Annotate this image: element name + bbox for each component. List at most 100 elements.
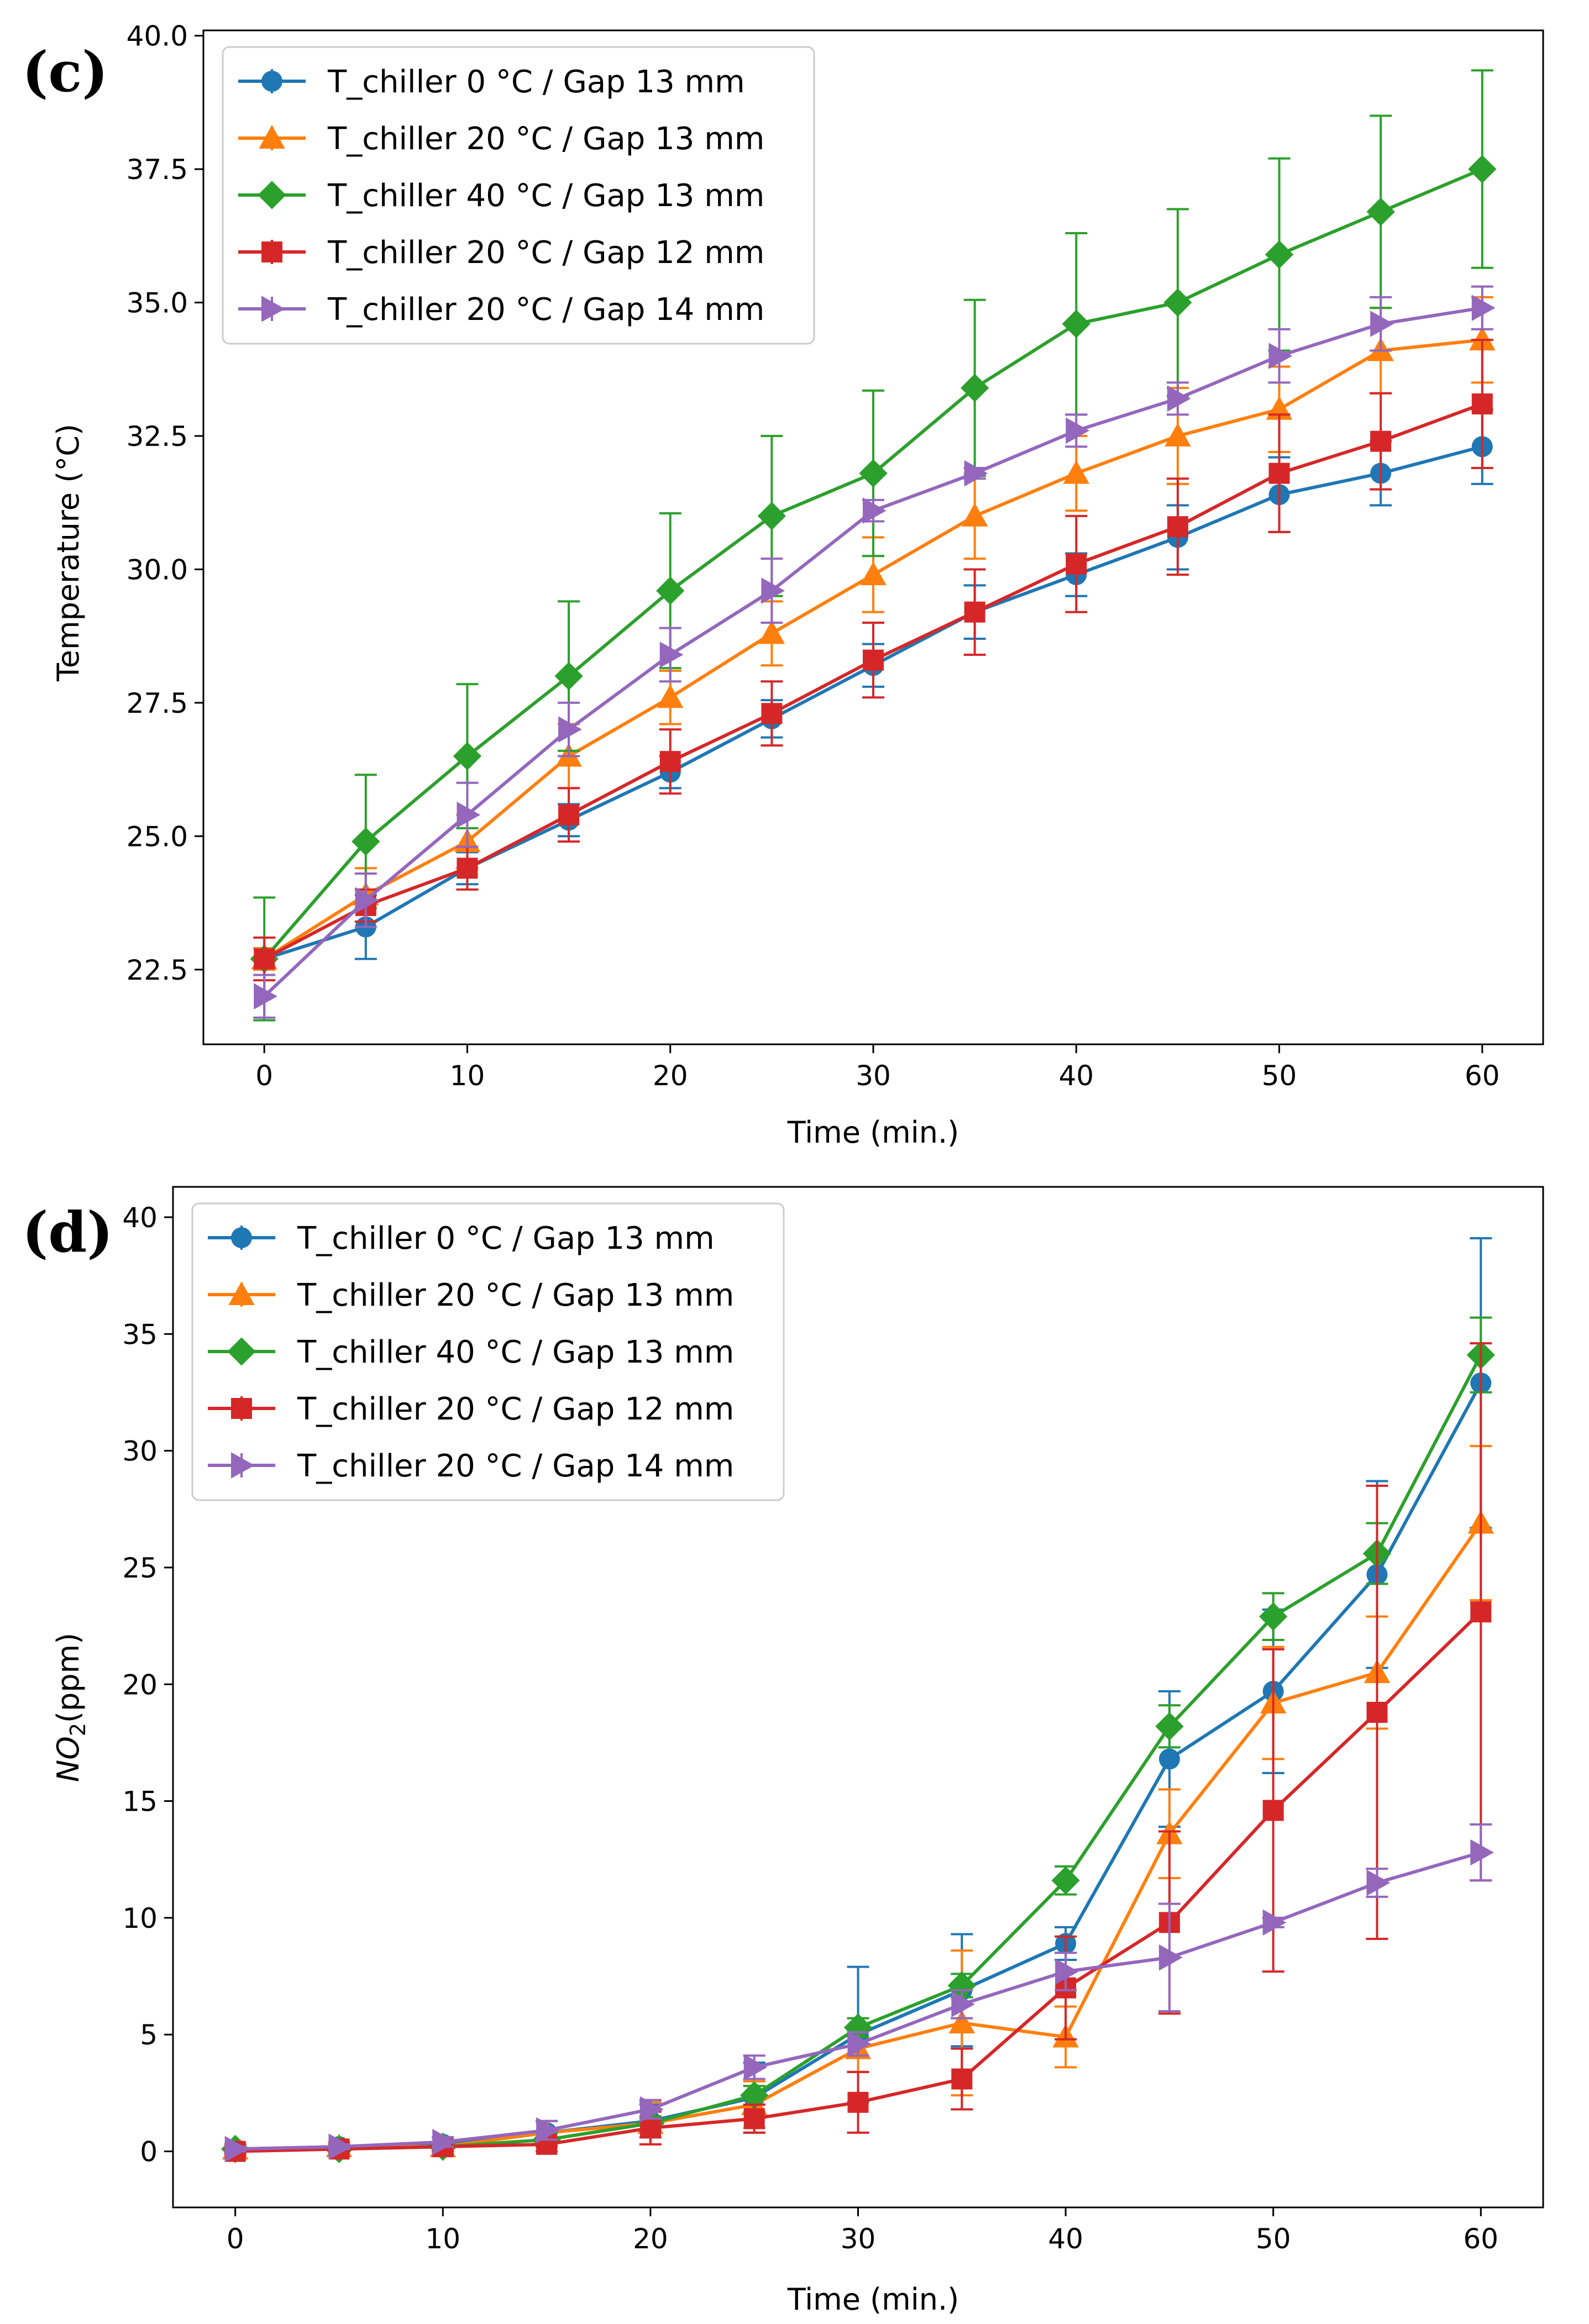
- data-point: [457, 801, 481, 828]
- legend-label: T_chiller 0 °C / Gap 13 mm: [297, 1221, 715, 1256]
- data-point: [757, 502, 786, 530]
- legend-label: T_chiller 20 °C / Gap 12 mm: [327, 235, 764, 271]
- data-point: [1265, 240, 1294, 269]
- legend-label: T_chiller 20 °C / Gap 13 mm: [327, 121, 764, 157]
- data-point: [1051, 1866, 1080, 1895]
- y-tick-label: 10: [122, 1902, 158, 1934]
- legend-label: T_chiller 20 °C / Gap 14 mm: [297, 1448, 734, 1484]
- axes-frame: [202, 29, 1544, 1045]
- data-point: [554, 661, 583, 691]
- data-point: [1469, 327, 1496, 351]
- data-point: [1268, 462, 1290, 484]
- no2-ylabel-unit: (ppm): [51, 1633, 86, 1723]
- legend-entry: T_chiller 20 °C / Gap 14 mm: [238, 292, 764, 328]
- legend-label: T_chiller 0 °C / Gap 13 mm: [327, 64, 745, 100]
- no2-ylabel-main: NO: [51, 1736, 86, 1782]
- data-point: [352, 827, 380, 856]
- legend-marker: [231, 1398, 252, 1419]
- x-tick-label: 20: [653, 1060, 688, 1092]
- data-point: [859, 459, 888, 488]
- data-point: [639, 2117, 661, 2139]
- data-point: [1468, 155, 1497, 183]
- legend-marker: [261, 296, 285, 322]
- data-point: [863, 649, 884, 671]
- data-point: [1471, 295, 1496, 321]
- y-tick-label: 35.0: [127, 287, 188, 319]
- data-point: [457, 858, 478, 879]
- data-point: [847, 2091, 869, 2113]
- legend-label: T_chiller 20 °C / Gap 14 mm: [327, 292, 764, 328]
- data-point: [355, 887, 379, 913]
- legend-entry: T_chiller 40 °C / Gap 13 mm: [238, 178, 764, 214]
- data-point: [558, 716, 582, 743]
- y-tick-label: 30.0: [127, 554, 188, 586]
- x-tick-label: 0: [227, 2223, 244, 2255]
- data-point: [743, 2054, 768, 2081]
- legend-entry: T_chiller 40 °C / Gap 13 mm: [208, 1334, 734, 1370]
- y-tick-label: 22.5: [127, 954, 188, 986]
- data-point: [1163, 288, 1192, 317]
- data-point: [1366, 197, 1395, 227]
- legend-entry: T_chiller 20 °C / Gap 12 mm: [208, 1391, 734, 1427]
- data-point: [1370, 311, 1394, 337]
- data-point: [1370, 430, 1392, 452]
- legend-marker: [227, 1337, 256, 1366]
- y-tick-label: 37.5: [127, 154, 188, 186]
- y-tick-label: 32.5: [127, 420, 188, 453]
- data-point: [1259, 1602, 1288, 1631]
- data-point: [659, 642, 684, 668]
- panel-label-d: (d): [22, 1200, 113, 1265]
- data-point: [656, 576, 685, 605]
- x-tick-label: 50: [1256, 2223, 1291, 2255]
- data-point: [1165, 423, 1191, 446]
- legend-marker: [261, 241, 282, 262]
- series-4: [253, 339, 1493, 982]
- data-point: [1471, 393, 1493, 415]
- axes-frame: [172, 1186, 1544, 2209]
- no2-xlabel: Time (min.): [787, 2282, 959, 2317]
- data-point: [740, 2081, 769, 2110]
- no2-panel: (d) 0 10 20 30 40 50 60 0 5 10 15 20 25 30 35 40 T_chill…: [22, 1186, 1544, 2317]
- data-point: [863, 497, 887, 524]
- data-point: [1167, 516, 1188, 538]
- legend-marker: [259, 125, 285, 149]
- x-tick-label: 60: [1464, 2223, 1499, 2255]
- data-point: [1066, 553, 1087, 575]
- data-point: [453, 742, 482, 771]
- data-point: [1366, 1701, 1388, 1723]
- data-point: [536, 2117, 560, 2144]
- legend-marker: [228, 1281, 255, 1305]
- data-point: [964, 460, 988, 487]
- data-point: [761, 703, 783, 724]
- x-tick-label: 40: [1048, 2223, 1083, 2255]
- legend-label: T_chiller 40 °C / Gap 13 mm: [297, 1334, 734, 1370]
- data-point: [860, 561, 887, 586]
- legend-entry: T_chiller 20 °C / Gap 13 mm: [238, 121, 764, 157]
- y-tick-label: 30: [122, 1436, 158, 1468]
- data-point: [558, 804, 580, 826]
- y-tick-label: 35: [122, 1318, 158, 1350]
- data-point: [948, 2010, 976, 2034]
- legend-label: T_chiller 40 °C / Gap 13 mm: [327, 178, 764, 214]
- data-point: [1063, 460, 1090, 484]
- data-point: [1262, 1909, 1287, 1936]
- data-point: [1167, 385, 1191, 412]
- legend-frame: [191, 1202, 785, 1501]
- series-5: [224, 1823, 1494, 2163]
- legend-entry: T_chiller 20 °C / Gap 14 mm: [208, 1448, 734, 1484]
- data-point: [743, 2108, 765, 2130]
- legend-entry: T_chiller 0 °C / Gap 13 mm: [238, 64, 745, 100]
- data-point: [254, 948, 275, 970]
- legend-entry: T_chiller 20 °C / Gap 12 mm: [238, 235, 764, 271]
- data-point: [758, 620, 785, 644]
- x-tick-label: 50: [1262, 1060, 1297, 1092]
- y-tick-label: 0: [140, 2136, 158, 2168]
- data-point: [964, 601, 985, 623]
- no2-ylabel: NO2(ppm): [51, 1633, 90, 1782]
- x-tick-label: 10: [425, 2223, 460, 2255]
- data-point: [1155, 1712, 1184, 1741]
- legend-marker: [258, 181, 286, 209]
- data-point: [1262, 1800, 1284, 1821]
- data-point: [224, 2136, 249, 2163]
